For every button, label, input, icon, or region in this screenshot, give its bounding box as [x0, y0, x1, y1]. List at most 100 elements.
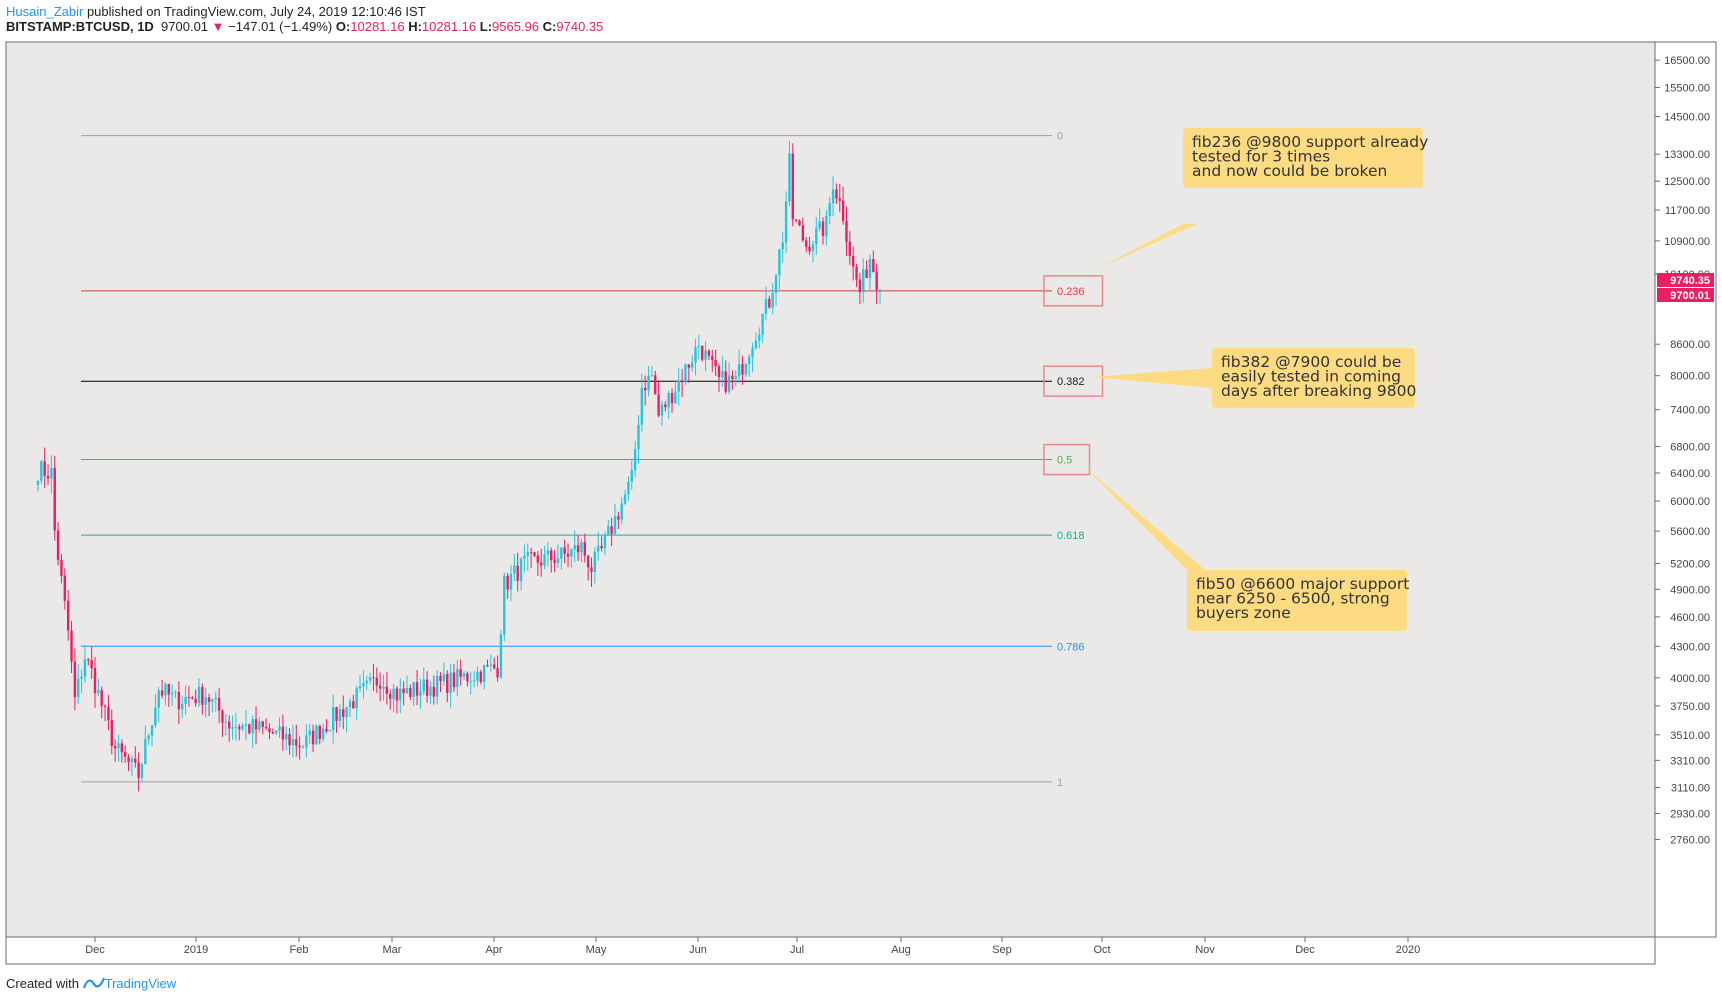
time-axis-labels: Dec 2019 Feb Mar Apr May Jun Jul Aug Sep Oct Nov Dec…: [85, 937, 1420, 956]
candle-body: [566, 553, 570, 557]
candle-body: [264, 726, 268, 729]
candle-body: [643, 387, 647, 391]
y-tick-label: 16500.00: [1664, 55, 1710, 67]
fibonacci-retracement[interactable]: 0 0.236 0.382 0.5 0.618 0.786 1: [81, 131, 1104, 789]
candle-body: [774, 275, 778, 293]
price-change: −147.01 (−1.49%): [228, 19, 333, 34]
candle-body: [298, 745, 301, 748]
callout-text: and now could be broken: [1192, 162, 1387, 180]
candle-body: [117, 743, 120, 749]
candle-body: [285, 734, 288, 740]
candle-body: [405, 687, 409, 694]
fib-highlight-box[interactable]: [1043, 275, 1104, 307]
candle-body: [513, 565, 516, 574]
price-axis[interactable]: [1654, 41, 1717, 938]
candle-body: [466, 673, 469, 682]
candle-body: [335, 707, 338, 722]
time-axis[interactable]: [5, 936, 1656, 965]
candle-body: [207, 697, 211, 703]
fib-highlight-box[interactable]: [1043, 443, 1091, 476]
fib-label-0: 0: [1057, 131, 1063, 143]
x-tick-label: Feb: [290, 944, 309, 956]
candle-body: [620, 503, 623, 520]
candle-body: [452, 672, 456, 688]
x-tick-label: Dec: [85, 944, 105, 956]
y-tick-label: 6800.00: [1670, 442, 1710, 454]
x-tick-label: 2020: [1396, 944, 1420, 956]
candle-body: [862, 269, 865, 293]
candle-body: [66, 600, 70, 631]
plot-area[interactable]: [5, 41, 1656, 938]
candle-body: [80, 676, 83, 679]
candle-body: [77, 678, 80, 698]
candle-body: [865, 269, 868, 279]
y-tick-label: 5600.00: [1670, 526, 1710, 538]
fib-highlight-box[interactable]: [1043, 365, 1104, 397]
price-tag-1: 9740.35: [1657, 273, 1714, 287]
candle-body: [476, 671, 479, 681]
candle-body: [328, 730, 332, 732]
candle-body: [123, 752, 127, 757]
candle-body: [831, 189, 835, 204]
candle-body: [707, 350, 711, 356]
candle-body: [231, 727, 234, 729]
candle-body: [137, 762, 140, 778]
candle-body: [36, 480, 40, 485]
x-tick-label: May: [586, 944, 607, 956]
candle-body: [633, 449, 637, 471]
candle-body: [647, 375, 650, 391]
candle-body: [93, 668, 97, 694]
candle-body: [704, 350, 707, 360]
open-label: O:: [335, 19, 351, 34]
price-chart[interactable]: 0 0.236 0.382 0.5 0.618 0.786 1 fib236 @9800 s…: [0, 40, 1722, 972]
candle-body: [791, 153, 795, 220]
candle-body: [570, 549, 573, 557]
candle-body: [835, 189, 838, 199]
symbol-label[interactable]: BITSTAMP:BTCUSD, 1D: [6, 19, 154, 34]
candle-body: [764, 298, 768, 314]
candle-body: [858, 279, 862, 293]
candle-body: [597, 545, 600, 552]
candle-body: [660, 404, 664, 416]
candle-body: [482, 665, 486, 682]
candle-body: [828, 203, 831, 217]
price-tag-label: 9700.01: [1670, 290, 1710, 302]
candle-body: [63, 575, 67, 601]
candle-body: [40, 461, 43, 481]
candle-body: [258, 721, 261, 730]
candle-body: [456, 669, 459, 688]
candle-body: [227, 721, 231, 729]
callout-pointer: [1092, 368, 1212, 388]
candle-body: [419, 691, 422, 696]
candle-body: [576, 545, 580, 553]
candle-body: [60, 559, 63, 576]
x-tick-label: Jul: [790, 944, 804, 956]
candle-body: [758, 334, 761, 341]
candle-body: [278, 726, 281, 731]
tradingview-link[interactable]: TradingView: [104, 976, 177, 991]
candle-body: [815, 228, 818, 245]
candle-body: [818, 221, 821, 229]
x-tick-label: Mar: [383, 944, 402, 956]
candle-body: [435, 675, 439, 697]
candle-body: [459, 669, 462, 677]
candle-body: [875, 272, 878, 290]
fib-label-1: 1: [1057, 777, 1063, 789]
candle-body: [154, 707, 157, 726]
candle-body: [281, 726, 285, 740]
callout-pointer: [1098, 224, 1197, 268]
candle-body: [794, 219, 798, 221]
candle-body: [43, 461, 46, 476]
candle-body: [331, 707, 335, 731]
y-tick-label: 3510.00: [1670, 730, 1710, 742]
candle-body: [841, 200, 845, 222]
candle-body: [385, 686, 389, 694]
candle-body: [872, 259, 875, 273]
author-link[interactable]: Husain_Zabir: [6, 4, 84, 19]
candle-body: [600, 545, 603, 549]
candle-body: [56, 530, 60, 560]
